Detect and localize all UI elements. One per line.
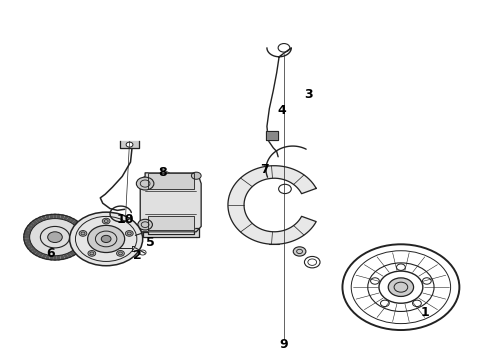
Polygon shape	[24, 241, 31, 244]
Circle shape	[126, 142, 133, 147]
Polygon shape	[26, 244, 32, 247]
Text: 3: 3	[304, 88, 313, 101]
Polygon shape	[64, 254, 68, 258]
Polygon shape	[74, 222, 80, 226]
Polygon shape	[24, 236, 30, 238]
Text: 5: 5	[146, 236, 154, 249]
Polygon shape	[67, 253, 72, 257]
Polygon shape	[54, 256, 56, 260]
Circle shape	[88, 251, 96, 256]
Circle shape	[117, 251, 124, 256]
Polygon shape	[76, 225, 83, 229]
Circle shape	[30, 219, 80, 256]
Polygon shape	[32, 220, 38, 225]
Polygon shape	[120, 141, 139, 148]
Polygon shape	[54, 214, 56, 219]
Polygon shape	[61, 255, 64, 260]
Polygon shape	[79, 241, 85, 244]
Polygon shape	[27, 246, 33, 249]
Circle shape	[79, 230, 87, 236]
Polygon shape	[24, 230, 31, 233]
Text: 7: 7	[260, 163, 269, 176]
Polygon shape	[24, 239, 30, 241]
Polygon shape	[57, 256, 60, 260]
Polygon shape	[78, 228, 84, 231]
Polygon shape	[143, 228, 199, 237]
Polygon shape	[147, 216, 194, 230]
Text: 4: 4	[277, 104, 286, 117]
Text: 8: 8	[158, 166, 167, 179]
Polygon shape	[228, 166, 316, 244]
Polygon shape	[72, 250, 78, 254]
Circle shape	[388, 278, 414, 296]
Polygon shape	[76, 246, 83, 249]
Polygon shape	[32, 250, 38, 254]
Polygon shape	[67, 217, 72, 221]
Polygon shape	[38, 253, 43, 257]
Text: 1: 1	[421, 306, 430, 319]
Polygon shape	[61, 215, 64, 219]
Polygon shape	[74, 248, 80, 252]
Circle shape	[88, 225, 124, 252]
Circle shape	[48, 232, 62, 243]
Polygon shape	[38, 217, 43, 221]
Polygon shape	[266, 131, 278, 140]
Polygon shape	[46, 255, 49, 260]
Polygon shape	[35, 219, 40, 223]
Polygon shape	[24, 233, 30, 235]
Polygon shape	[72, 220, 78, 225]
Text: 9: 9	[280, 338, 288, 351]
Polygon shape	[78, 244, 84, 247]
Circle shape	[136, 177, 154, 190]
Polygon shape	[29, 222, 35, 226]
Circle shape	[293, 247, 306, 256]
Polygon shape	[64, 216, 68, 220]
Polygon shape	[70, 251, 75, 256]
Circle shape	[101, 235, 111, 243]
Polygon shape	[49, 215, 52, 219]
Polygon shape	[46, 215, 49, 219]
Polygon shape	[42, 216, 46, 220]
Polygon shape	[35, 251, 40, 256]
Polygon shape	[29, 248, 35, 252]
Polygon shape	[80, 239, 86, 241]
Polygon shape	[27, 225, 33, 229]
Polygon shape	[80, 236, 86, 238]
Polygon shape	[70, 219, 75, 223]
Polygon shape	[49, 256, 52, 260]
Polygon shape	[42, 254, 46, 258]
Text: 6: 6	[46, 247, 54, 260]
Text: 10: 10	[117, 213, 134, 226]
Polygon shape	[79, 230, 85, 233]
Circle shape	[125, 230, 133, 236]
Polygon shape	[80, 233, 86, 235]
Circle shape	[70, 212, 143, 266]
Polygon shape	[147, 173, 194, 189]
Polygon shape	[57, 215, 60, 219]
Polygon shape	[26, 228, 32, 231]
Circle shape	[138, 219, 152, 230]
Circle shape	[102, 218, 110, 224]
Circle shape	[192, 172, 201, 179]
Text: 2: 2	[133, 248, 142, 261]
Polygon shape	[140, 173, 201, 232]
